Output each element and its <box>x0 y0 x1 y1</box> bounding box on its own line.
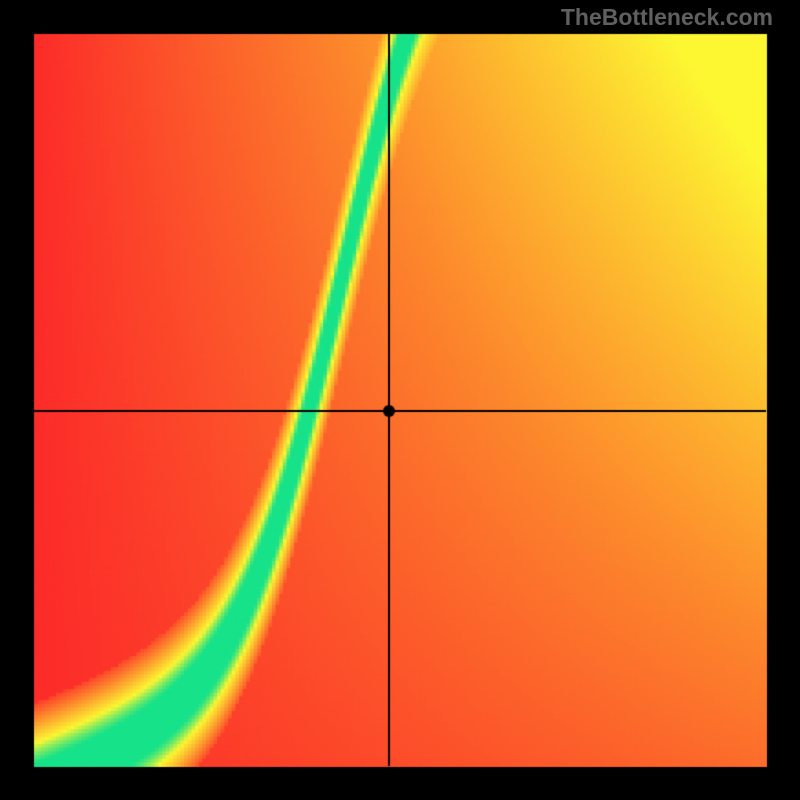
watermark-text: TheBottleneck.com <box>561 4 773 31</box>
chart-container: { "watermark": { "text": "TheBottleneck.… <box>0 0 800 800</box>
bottleneck-heatmap <box>0 0 800 800</box>
